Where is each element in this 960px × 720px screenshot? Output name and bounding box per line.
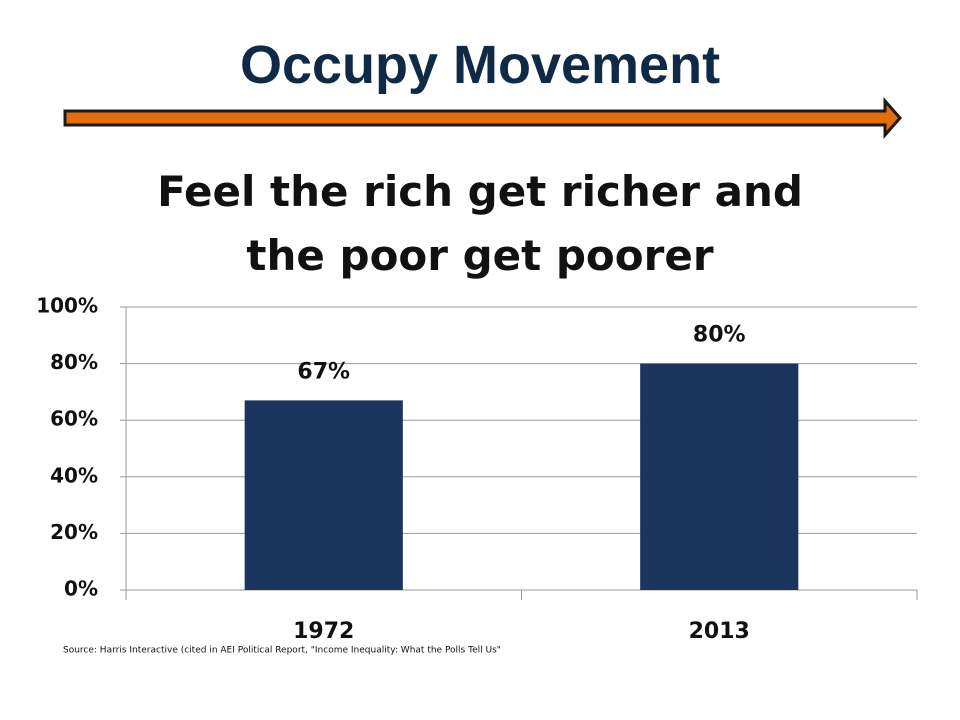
value-label: 80%	[693, 323, 746, 348]
y-tick-label: 80%	[50, 350, 98, 374]
bar	[640, 363, 799, 590]
arrow	[63, 97, 903, 139]
slide-title: Occupy Movement	[239, 35, 721, 95]
y-tick-label: 0%	[64, 577, 98, 601]
x-tick-label: 1972	[293, 619, 354, 644]
y-tick-label: 20%	[50, 520, 98, 544]
y-tick-label: 100%	[36, 294, 98, 318]
value-label: 67%	[297, 359, 350, 384]
y-tick-label: 40%	[50, 463, 98, 487]
y-tick-label: 60%	[50, 407, 98, 431]
chart-title: Feel the rich get richer and the poor ge…	[157, 167, 803, 280]
bar	[244, 400, 403, 590]
source-note: Source: Harris Interactive (cited in AEI…	[63, 646, 501, 656]
x-tick-label: 2013	[689, 619, 750, 644]
